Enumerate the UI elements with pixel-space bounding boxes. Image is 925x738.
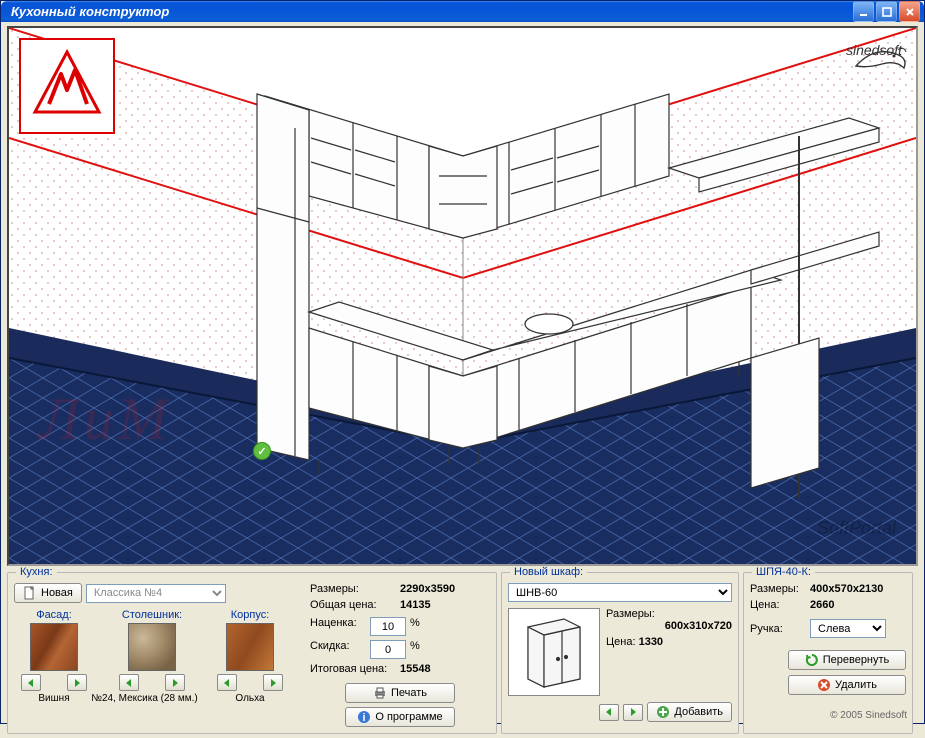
body-next-button[interactable] [263, 674, 283, 691]
markup-input[interactable] [370, 617, 406, 636]
print-button[interactable]: Печать [345, 683, 455, 703]
cabinet-prev-button[interactable] [599, 704, 619, 721]
selected-dims: 400x570x2130 [810, 583, 883, 595]
flip-button[interactable]: Перевернуть [788, 650, 906, 670]
new-kitchen-button[interactable]: Новая [14, 583, 82, 603]
style-select[interactable]: Классика №4 [86, 584, 226, 603]
titlebar[interactable]: Кухонный конструктор [1, 1, 924, 22]
portal-watermark: SoftPortal [817, 518, 896, 539]
check-icon: ✓ [253, 442, 271, 460]
handle-select[interactable]: Слева [810, 619, 886, 638]
cabinet-type-select[interactable]: ШНВ-60 [508, 583, 732, 602]
facade-swatch[interactable] [30, 623, 78, 671]
discount-input[interactable] [370, 640, 406, 659]
plus-icon [656, 705, 670, 719]
body-swatch[interactable] [226, 623, 274, 671]
printer-icon [373, 686, 387, 700]
new-cabinet-panel: Новый шкаф: ШНВ-60 Размеры: [501, 572, 739, 734]
kitchen-legend: Кухня: [16, 566, 57, 578]
new-cabinet-price: 1330 [639, 636, 663, 648]
copyright-text: © 2005 Sinedsoft [830, 710, 907, 721]
kitchen-total-price: 14135 [400, 599, 431, 611]
new-cabinet-dims: 600x310x720 [606, 620, 732, 632]
watermark-text: ЛиМ [39, 385, 172, 454]
new-cabinet-legend: Новый шкаф: [510, 566, 587, 578]
kitchen-dims: 2290x3590 [400, 583, 455, 595]
add-cabinet-button[interactable]: Добавить [647, 702, 732, 722]
cabinet-preview [508, 608, 600, 696]
bottom-panels: Кухня: Новая Классика №4 Фасад: [1, 570, 924, 738]
close-button[interactable] [899, 1, 920, 22]
minimize-button[interactable] [853, 1, 874, 22]
countertop-next-button[interactable] [165, 674, 185, 691]
maximize-button[interactable] [876, 1, 897, 22]
countertop-prev-button[interactable] [119, 674, 139, 691]
facade-prev-button[interactable] [21, 674, 41, 691]
company-logo: sinedsoft [846, 42, 902, 58]
delete-button[interactable]: Удалить [788, 675, 906, 695]
body-prev-button[interactable] [217, 674, 237, 691]
kitchen-final-price: 15548 [400, 663, 431, 675]
refresh-icon [805, 653, 819, 667]
room-render [9, 28, 916, 564]
countertop-swatch[interactable] [128, 623, 176, 671]
facade-material: Фасад: Вишня [14, 609, 94, 704]
brand-logo [19, 38, 115, 134]
window-title: Кухонный конструктор [5, 4, 851, 19]
body-material: Корпус: Ольха [210, 609, 290, 704]
facade-next-button[interactable] [67, 674, 87, 691]
3d-viewport[interactable]: sinedsoft ЛиМ SoftPortal ✓ [7, 26, 918, 566]
document-icon [23, 586, 37, 600]
countertop-material: Столешник: №24, Мексика (28 мм.) [112, 609, 192, 704]
svg-text:i: i [363, 712, 366, 724]
delete-icon [817, 678, 831, 692]
info-icon: i [357, 710, 371, 724]
app-window: Кухонный конструктор [0, 0, 925, 724]
selected-legend: ШПЯ-40-К: [752, 566, 815, 578]
kitchen-panel: Кухня: Новая Классика №4 Фасад: [7, 572, 497, 734]
cabinet-next-button[interactable] [623, 704, 643, 721]
about-button[interactable]: i О программе [345, 707, 455, 727]
selected-price: 2660 [810, 599, 834, 611]
